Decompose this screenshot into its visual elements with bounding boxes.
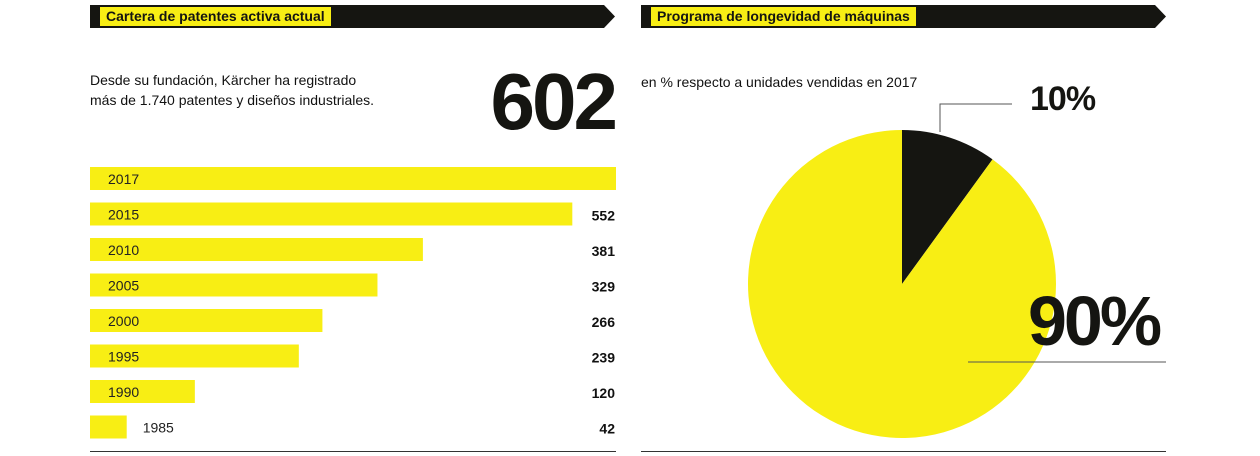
bar-1985: [90, 415, 127, 439]
bar-category-label: 1990: [108, 384, 139, 400]
longevity-program-banner: Programa de longevidad de máquinas: [641, 5, 1166, 28]
pie-label-small: 10%: [1030, 80, 1096, 118]
left-bottom-rule: [90, 451, 616, 452]
bar-2005: [90, 273, 378, 297]
bar-value-label: 266: [592, 314, 616, 330]
bar-category-label: 2010: [108, 242, 139, 258]
pie-slice-10: [902, 130, 993, 284]
patent-intro-line-1: Desde su fundación, Kärcher ha registrad…: [90, 72, 357, 88]
bar-category-label: 2005: [108, 278, 139, 294]
bar-2017: [90, 167, 616, 190]
bar-2000: [90, 309, 323, 332]
patent-portfolio-title: Cartera de patentes activa actual: [100, 7, 331, 26]
longevity-subtitle: en % respecto a unidades vendidas en 201…: [641, 74, 918, 90]
bar-value-label: 239: [592, 350, 616, 366]
right-bottom-rule: [641, 451, 1166, 452]
bar-category-label: 2000: [108, 313, 139, 329]
patent-intro-line-2: más de 1.740 patentes y diseños industri…: [90, 92, 375, 108]
pie-slice-90: [748, 130, 1057, 438]
bar-category-label: 1995: [108, 349, 139, 365]
bar-1990: [90, 380, 195, 403]
bar-1995: [90, 344, 299, 368]
bar-2015: [90, 202, 573, 226]
bar-category-label: 1985: [143, 420, 174, 436]
patent-intro-text: Desde su fundación, Kärcher ha registrad…: [90, 70, 420, 110]
bar-value-label: 552: [592, 208, 616, 224]
pie-label-large: 90%: [1028, 282, 1161, 360]
patent-bar-chart: 2017 2015 552 2010 381 2005 329 2000 266 1995 239 1…: [90, 167, 616, 439]
bar-category-label: 2015: [108, 207, 139, 223]
leader-line-small-slice: [939, 103, 1012, 132]
active-patents-total: 602: [490, 57, 618, 146]
bar-value-label: 120: [592, 385, 616, 401]
bar-value-label: 329: [592, 279, 616, 295]
bar-value-label: 381: [592, 243, 616, 259]
longevity-program-title: Programa de longevidad de máquinas: [651, 7, 916, 26]
bar-category-label: 2017: [108, 171, 139, 187]
patent-portfolio-banner: Cartera de patentes activa actual: [90, 5, 615, 28]
bar-2010: [90, 238, 423, 261]
bar-value-label: 42: [599, 421, 615, 437]
